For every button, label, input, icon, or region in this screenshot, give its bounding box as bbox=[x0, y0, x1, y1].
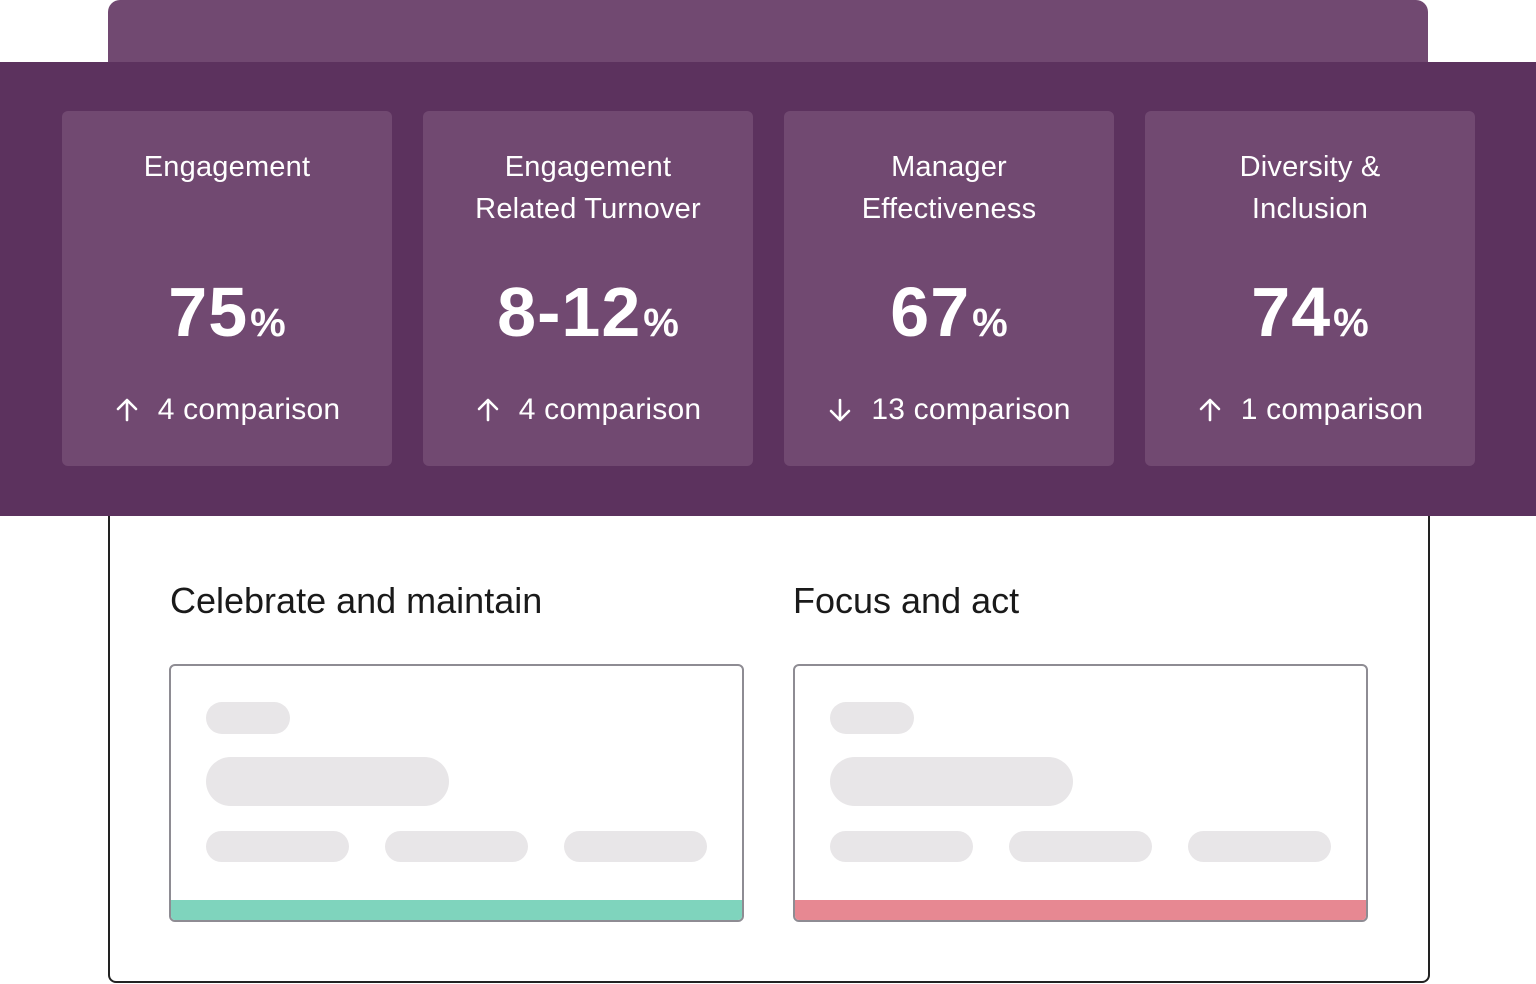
negative-status-strip bbox=[795, 900, 1366, 920]
metric-title-line: Related Turnover bbox=[475, 193, 701, 225]
metric-value-unit: % bbox=[643, 301, 679, 345]
arrow-up-icon bbox=[114, 392, 140, 436]
metric-comparison-text: 13 comparison bbox=[871, 393, 1071, 426]
metric-card-diversity-inclusion[interactable]: Diversity & Inclusion 74% 1 comparison bbox=[1145, 111, 1475, 466]
metric-card-engagement-related-turnover[interactable]: Engagement Related Turnover 8-12% 4 comp… bbox=[423, 111, 753, 466]
metric-comparison: 4 comparison bbox=[62, 388, 392, 436]
skeleton-line bbox=[830, 757, 1073, 806]
metric-value: 8-12% bbox=[423, 270, 753, 374]
metric-value-unit: % bbox=[1333, 301, 1369, 345]
metric-title: Diversity & Inclusion bbox=[1145, 146, 1475, 230]
metric-title: Manager Effectiveness bbox=[784, 146, 1114, 230]
section-title-focus: Focus and act bbox=[793, 580, 1020, 621]
metric-value-number: 67 bbox=[890, 273, 971, 351]
skeleton-line bbox=[1188, 831, 1331, 862]
skeleton-line bbox=[206, 831, 349, 862]
positive-status-strip bbox=[171, 900, 742, 920]
skeleton-line bbox=[830, 831, 973, 862]
metric-value: 67% bbox=[784, 270, 1114, 374]
skeleton-line bbox=[830, 702, 914, 734]
skeleton-line bbox=[385, 831, 528, 862]
metric-value-unit: % bbox=[250, 301, 286, 345]
section-title-celebrate: Celebrate and maintain bbox=[170, 580, 543, 621]
arrow-down-icon bbox=[827, 392, 853, 436]
metric-value-number: 74 bbox=[1251, 273, 1332, 351]
metric-title-line: Effectiveness bbox=[861, 193, 1037, 225]
metric-comparison-text: 4 comparison bbox=[518, 393, 702, 426]
metric-value: 75% bbox=[62, 270, 392, 374]
metric-value: 74% bbox=[1145, 270, 1475, 374]
metric-card-engagement[interactable]: Engagement 75% 4 comparison bbox=[62, 111, 392, 466]
metric-comparison: 4 comparison bbox=[423, 388, 753, 436]
skeleton-line bbox=[206, 757, 449, 806]
arrow-up-icon bbox=[475, 392, 501, 436]
skeleton-line bbox=[564, 831, 707, 862]
metric-title-line: Manager bbox=[891, 151, 1007, 183]
arrow-up-icon bbox=[1197, 392, 1223, 436]
metric-comparison: 13 comparison bbox=[784, 388, 1114, 436]
skeleton-line bbox=[206, 702, 290, 734]
metric-comparison-text: 4 comparison bbox=[157, 393, 341, 426]
metric-value-number: 75 bbox=[168, 273, 249, 351]
metric-value-number: 8-12 bbox=[497, 273, 642, 351]
metric-title: Engagement Related Turnover bbox=[423, 146, 753, 230]
metric-comparison: 1 comparison bbox=[1145, 388, 1475, 436]
metric-comparison-text: 1 comparison bbox=[1240, 393, 1424, 426]
metric-title-line: Inclusion bbox=[1251, 193, 1369, 225]
metric-title-line: Engagement bbox=[504, 151, 672, 183]
celebrate-placeholder-card[interactable] bbox=[169, 664, 744, 922]
focus-placeholder-card[interactable] bbox=[793, 664, 1368, 922]
metric-title: Engagement bbox=[62, 146, 392, 188]
metric-value-unit: % bbox=[972, 301, 1008, 345]
metric-title-line: Engagement bbox=[143, 151, 311, 183]
metric-card-manager-effectiveness[interactable]: Manager Effectiveness 67% 13 comparison bbox=[784, 111, 1114, 466]
skeleton-line bbox=[1009, 831, 1152, 862]
metric-title-line: Diversity & bbox=[1239, 151, 1381, 183]
